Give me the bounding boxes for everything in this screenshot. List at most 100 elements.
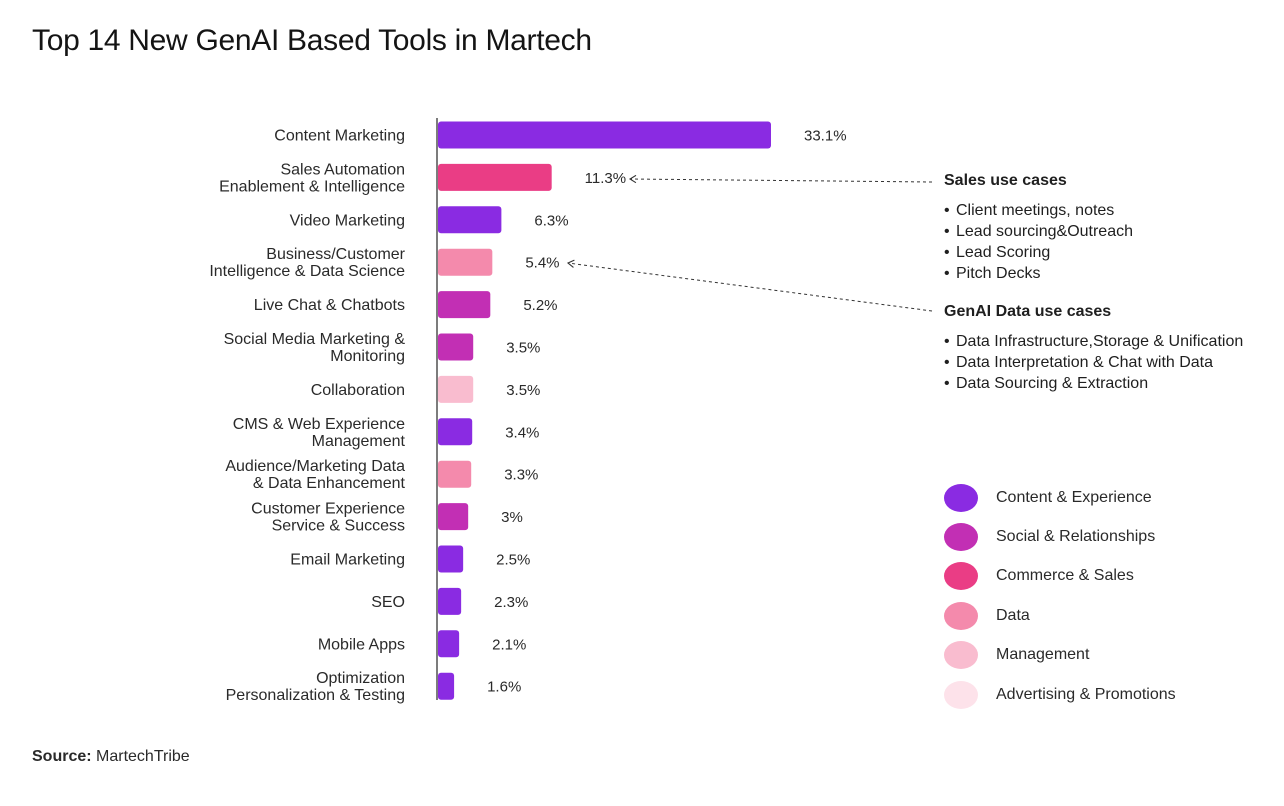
bar-video-marketing [438,206,502,234]
value-label-optimization-personalization-testing: 1.6% [487,679,521,696]
category-label-cms-web-experience-management: CMS & Web Experience Management [233,416,406,450]
legend-label: Data [996,606,1030,624]
list-item: Client meetings, notes [944,200,1133,221]
category-labels-group: Content Marketing Sales Automation Enablem… [209,128,405,705]
value-label-content-marketing: 33.1% [804,128,847,145]
leader-line [629,178,933,183]
category-label-line: Optimization [316,670,405,687]
bar-business-customer-intelligence-data-science [438,248,493,276]
bar-mobile-apps [438,630,460,658]
category-label-line: Sales Automation [280,161,405,178]
list-item: Data Sourcing & Extraction [944,373,1243,394]
genai-data-use-cases-leader [566,259,933,312]
category-label-seo: SEO [371,594,405,611]
value-label-social-media-marketing-monitoring: 3.5% [506,340,540,357]
genai-data-use-cases-heading: GenAI Data use cases [944,303,1112,320]
legend-label: Content & Experience [996,488,1152,506]
category-label-line: Service & Success [272,518,405,535]
legend-label: Social & Relationships [996,528,1156,546]
category-label-customer-experience-service-success: Customer Experience Service & Success [251,501,405,535]
bar-customer-experience-service-success [438,503,469,531]
bar-email-marketing [438,545,464,573]
category-label-collaboration: Collaboration [311,382,405,399]
legend-swatch [944,483,978,512]
bar-social-media-marketing-monitoring [438,333,474,361]
category-label-mobile-apps: Mobile Apps [318,636,405,653]
legend-item-social-relationships: Social & Relationships [944,517,1176,556]
chart-legend: Content & Experience Social & Relationshi… [944,478,1176,714]
bar-cms-web-experience-management [438,418,473,446]
leader-line [567,262,933,312]
category-label-video-marketing: Video Marketing [290,212,405,229]
sales-use-cases-list: Client meetings, notes Lead sourcing&Out… [944,200,1133,284]
source-label: Source: [32,748,92,765]
legend-item-commerce-sales: Commerce & Sales [944,557,1176,596]
category-label-line: Enablement & Intelligence [219,178,405,195]
category-label-line: SEO [371,594,405,611]
bar-seo [438,587,462,615]
value-label-mobile-apps: 2.1% [492,636,526,653]
legend-item-advertising-promotions: Advertising & Promotions [944,675,1176,714]
list-item: Pitch Decks [944,263,1133,284]
category-label-email-marketing: Email Marketing [290,552,405,569]
category-label-line: Collaboration [311,382,405,399]
category-label-line: CMS & Web Experience [233,416,405,433]
source-note: Source: MartechTribe [32,748,190,766]
bar-sales-automation-enablement-intelligence [438,163,552,191]
category-label-audience-marketing-data-data-enhancement: Audience/Marketing Data & Data Enhancemen… [225,458,405,492]
value-label-live-chat-chatbots: 5.2% [523,297,557,314]
value-labels-group: 33.1% 11.3% 6.3% 5.4% 5.2% 3.5% 3.5% 3.4% 3.3% 3%… [487,128,846,696]
genai-data-use-cases-list: Data Infrastructure,Storage & Unificatio… [944,331,1243,394]
category-label-line: Email Marketing [290,552,405,569]
bar-content-marketing [438,121,771,149]
value-label-seo: 2.3% [494,594,528,611]
value-label-customer-experience-service-success: 3% [501,509,523,526]
leader-arrowhead [628,174,637,184]
genai-data-use-cases-note: GenAI Data use cases Data Infrastructure… [944,303,1243,394]
category-label-social-media-marketing-monitoring: Social Media Marketing & Monitoring [224,331,406,365]
category-label-content-marketing: Content Marketing [274,128,405,145]
category-label-line: Live Chat & Chatbots [254,297,405,314]
list-item: Data Interpretation & Chat with Data [944,352,1243,373]
bar-audience-marketing-data-data-enhancement [438,460,472,488]
category-label-sales-automation-enablement-intelligence: Sales Automation Enablement & Intelligenc… [219,161,405,195]
value-label-collaboration: 3.5% [506,382,540,399]
bar-live-chat-chatbots [438,291,491,319]
list-item: Lead Scoring [944,242,1133,263]
list-item: Data Infrastructure,Storage & Unificatio… [944,331,1243,352]
category-label-business-customer-intelligence-data-science: Business/Customer Intelligence & Data Sci… [209,246,405,280]
source-value: MartechTribe [96,748,190,765]
legend-swatch [944,523,978,552]
value-label-audience-marketing-data-data-enhancement: 3.3% [504,467,538,484]
category-label-line: Video Marketing [290,212,405,229]
sales-use-cases-heading: Sales use cases [944,172,1067,189]
category-label-line: Monitoring [330,348,405,365]
value-label-video-marketing: 6.3% [534,212,568,229]
legend-item-data: Data [944,596,1176,635]
value-label-email-marketing: 2.5% [496,552,530,569]
category-label-line: Customer Experience [251,501,405,518]
legend-swatch [944,601,978,630]
legend-label: Management [996,646,1090,664]
category-label-line: & Data Enhancement [253,475,406,492]
legend-label: Commerce & Sales [996,567,1134,585]
list-item: Lead sourcing&Outreach [944,221,1133,242]
category-label-line: Content Marketing [274,128,405,145]
annotation-leaders-group [566,174,933,312]
category-label-line: Mobile Apps [318,636,405,653]
category-label-line: Management [312,433,406,450]
category-label-line: Social Media Marketing & [224,331,406,348]
legend-item-content-experience: Content & Experience [944,478,1176,517]
value-label-cms-web-experience-management: 3.4% [505,424,539,441]
legend-swatch [944,680,978,709]
leader-arrowhead [566,259,575,268]
bar-optimization-personalization-testing [438,672,455,700]
category-label-live-chat-chatbots: Live Chat & Chatbots [254,297,405,314]
legend-label: Advertising & Promotions [996,685,1176,703]
category-label-line: Audience/Marketing Data [225,458,405,475]
category-label-line: Intelligence & Data Science [209,263,405,280]
sales-use-cases-leader [628,174,933,184]
value-label-business-customer-intelligence-data-science: 5.4% [525,255,559,272]
legend-swatch [944,562,978,591]
